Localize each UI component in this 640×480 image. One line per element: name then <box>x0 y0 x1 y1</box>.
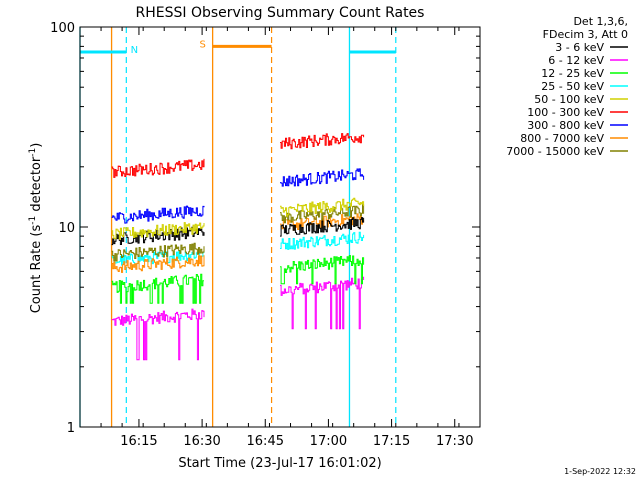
legend-label-4: 50 - 100 keV <box>534 93 604 106</box>
series-line-2-interval-1 <box>280 255 365 285</box>
series-line-5-interval-1 <box>280 133 365 150</box>
series-line-3-interval-0 <box>111 248 205 266</box>
y-tick-label-0: 1 <box>67 421 75 436</box>
plot-area: NS <box>79 27 397 427</box>
series-line-1-interval-1 <box>280 276 365 330</box>
series-line-8-interval-0 <box>111 242 205 262</box>
y-tick-label-2: 100 <box>50 21 75 36</box>
legend-label-2: 12 - 25 keV <box>541 67 604 80</box>
series-line-7-interval-0 <box>111 255 205 273</box>
plot-frame <box>79 26 481 428</box>
x-axis-label: Start Time (23-Jul-17 16:01:02) <box>178 456 381 471</box>
footer-date: 1-Sep-2022 12:32 <box>564 467 636 476</box>
series-line-0-interval-1 <box>280 217 365 237</box>
chart-title: RHESSI Observing Summary Count Rates <box>136 5 425 21</box>
axes: 16:15 16:30 16:45 17:00 17:15 17:30 1 10 100 <box>50 21 481 449</box>
legend-label-5: 100 - 300 keV <box>527 106 604 119</box>
legend-label-7: 800 - 7000 keV <box>520 132 604 145</box>
x-tick-label-1: 16:30 <box>183 434 220 449</box>
flag-label-0: N <box>131 45 138 56</box>
legend-label-3: 25 - 50 keV <box>541 80 604 93</box>
x-tick-label-2: 16:45 <box>247 434 284 449</box>
series-line-1-interval-0 <box>111 308 205 361</box>
x-tick-label-4: 17:15 <box>373 434 410 449</box>
flag-label-1: S <box>199 39 205 50</box>
series-line-4-interval-1 <box>280 197 365 217</box>
series-line-4-interval-0 <box>111 222 205 240</box>
series-line-6-interval-1 <box>280 168 365 187</box>
legend-label-1: 6 - 12 keV <box>548 54 604 67</box>
legend-header-decimation: FDecim 3, Att 0 <box>543 28 628 41</box>
y-tick-label-1: 10 <box>58 221 75 236</box>
y-axis-label: Count Rate (s-1 detector-1) <box>28 143 44 314</box>
series-line-0-interval-0 <box>111 226 205 246</box>
x-tick-label-5: 17:30 <box>436 434 473 449</box>
series-line-3-interval-1 <box>280 231 365 250</box>
legend-label-6: 300 - 800 keV <box>527 119 604 132</box>
legend-header-detectors: Det 1,3,6, <box>573 15 628 28</box>
series-line-6-interval-0 <box>111 205 205 224</box>
series-line-2-interval-0 <box>111 273 204 304</box>
x-tick-label-3: 17:00 <box>310 434 347 449</box>
x-tick-label-0: 16:15 <box>120 434 157 449</box>
legend-label-0: 3 - 6 keV <box>555 41 604 54</box>
legend-label-8: 7000 - 15000 keV <box>506 145 604 158</box>
series-line-5-interval-0 <box>111 158 205 178</box>
